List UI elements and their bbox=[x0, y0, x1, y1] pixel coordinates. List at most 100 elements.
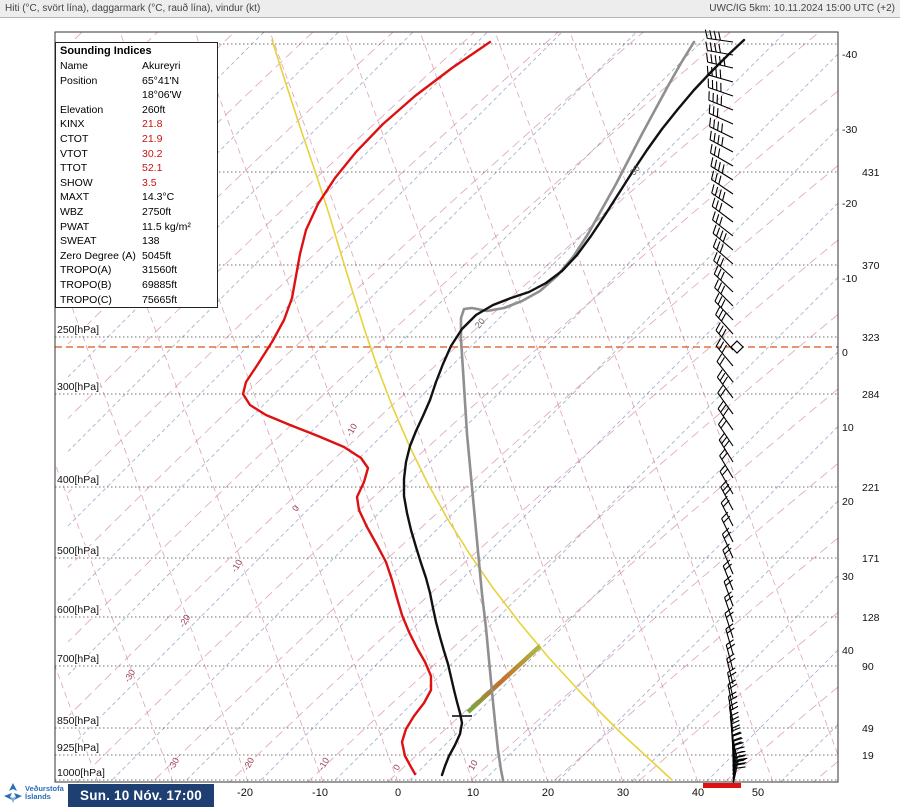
grid-adiabat-pink bbox=[67, 32, 559, 494]
wind-barb-feather bbox=[709, 144, 713, 154]
wind-barb-feather bbox=[715, 200, 719, 210]
bottom-axis-temp-label: 20 bbox=[542, 787, 554, 799]
wind-barb-feather bbox=[721, 452, 728, 460]
index-row: TTOT 52.1 bbox=[56, 161, 217, 176]
right-axis-height-label: 19 bbox=[862, 750, 874, 762]
wind-barb-feather bbox=[712, 238, 718, 248]
wind-barb-feather bbox=[727, 667, 736, 674]
surface-wind-bar bbox=[703, 783, 741, 788]
wind-barb-feather bbox=[718, 309, 724, 319]
selected-date-button[interactable]: Sun. 10 Nóv. 17:00 bbox=[68, 784, 214, 807]
grid-adiabat-pink bbox=[67, 32, 644, 568]
wind-barb-feather bbox=[717, 401, 724, 410]
wind-barb-feather bbox=[730, 711, 739, 717]
wind-barb-feather bbox=[714, 159, 718, 169]
wind-barb-feather bbox=[729, 701, 738, 707]
wind-barb-feather bbox=[721, 164, 725, 174]
wind-barb-feather bbox=[737, 754, 747, 757]
wind-barb-feather bbox=[732, 736, 742, 741]
wind-barb-feather bbox=[712, 224, 717, 234]
bottom-axis-temp-label: 0 bbox=[395, 787, 401, 799]
wind-barb-feather bbox=[717, 282, 723, 291]
index-label: Name bbox=[60, 60, 89, 72]
gradient-segment bbox=[466, 644, 542, 714]
wind-barb-feather bbox=[722, 499, 730, 508]
wind-barb-feather bbox=[719, 257, 725, 267]
wind-barb-feather bbox=[711, 67, 713, 77]
right-axis-height-label: 431 bbox=[862, 167, 880, 179]
index-value: 3.5 bbox=[142, 176, 157, 189]
wind-barb-feather bbox=[716, 255, 721, 264]
wind-barb-feather bbox=[725, 595, 734, 603]
wind-barb-feather bbox=[722, 191, 726, 201]
grid-diagonal-blue bbox=[332, 277, 838, 782]
wind-barb-feather bbox=[724, 487, 732, 496]
wind-barb-feather bbox=[713, 265, 719, 275]
vedurstofa-logo[interactable]: Veðurstofa Íslands bbox=[3, 782, 64, 804]
grid-diagonal-blue bbox=[556, 500, 838, 782]
index-label: TROPO(A) bbox=[60, 264, 112, 277]
index-value: 21.9 bbox=[142, 132, 163, 145]
grid-isotherm-pink bbox=[569, 32, 838, 757]
wind-barb-feather bbox=[722, 483, 730, 492]
grid-isotherm-pink bbox=[0, 32, 23, 782]
grid-isotherm-pink bbox=[269, 32, 549, 782]
wind-barb-feather bbox=[711, 197, 716, 207]
wind-barb-feather bbox=[719, 448, 726, 457]
bottom-axis-temp-label: 40 bbox=[692, 787, 704, 799]
wind-barb-feather bbox=[723, 575, 732, 582]
index-row: Zero Degree (A) 5045ft bbox=[56, 249, 217, 264]
grid-inline-label: 0 bbox=[290, 504, 301, 513]
right-axis-height-label: 284 bbox=[862, 389, 880, 401]
grid-inline-label: 30 bbox=[628, 163, 642, 177]
wind-barb-feather bbox=[720, 404, 727, 413]
wind-barb-feather bbox=[723, 440, 730, 448]
wind-barb-feather bbox=[728, 691, 737, 697]
wind-barb-feather bbox=[732, 732, 742, 737]
wind-barb-feather bbox=[714, 186, 719, 196]
bottom-axis-temp-label: 30 bbox=[617, 787, 629, 799]
wind-barb-feather bbox=[729, 705, 739, 712]
index-row: WBZ 2750ft bbox=[56, 205, 217, 220]
wind-barb-feather bbox=[725, 639, 734, 646]
wind-barb-feather bbox=[720, 495, 728, 504]
pressure-axis-label: 400[hPa] bbox=[57, 474, 99, 486]
pressure-axis-label: 250[hPa] bbox=[57, 324, 99, 336]
wind-barb-feather bbox=[713, 132, 716, 142]
wind-barb-feather bbox=[715, 68, 718, 78]
grid-adiabat-pink bbox=[636, 612, 838, 782]
wind-barb-feather bbox=[709, 42, 713, 52]
wind-barb-feather bbox=[721, 344, 727, 354]
right-axis-temp-label: 10 bbox=[842, 422, 854, 434]
wind-barb-feather bbox=[725, 579, 733, 587]
index-value: 21.8 bbox=[142, 118, 163, 131]
wind-barb-feather bbox=[722, 559, 731, 567]
index-label: SWEAT bbox=[60, 235, 97, 248]
index-row: Name Akureyri bbox=[56, 59, 217, 74]
index-row: Position 65°41'N 18°06'W bbox=[56, 74, 217, 103]
index-row: CTOT 21.9 bbox=[56, 132, 217, 147]
wind-barb-feather bbox=[713, 119, 716, 129]
wind-barb-feather bbox=[727, 643, 736, 650]
wind-barb-feather bbox=[720, 299, 726, 308]
index-row: TROPO(B) 69885ft bbox=[56, 278, 217, 293]
vedurstofa-logo-text: Veðurstofa Íslands bbox=[25, 784, 64, 801]
wind-barb-feather bbox=[717, 121, 720, 131]
right-axis-temp-label: 20 bbox=[842, 496, 854, 508]
grid-isotherm-pink bbox=[119, 32, 399, 782]
wind-barb-feather bbox=[720, 271, 725, 281]
wind-barb-feather bbox=[721, 328, 727, 338]
wind-barb-feather bbox=[723, 57, 726, 67]
pressure-axis-label: 300[hPa] bbox=[57, 381, 99, 393]
wind-barb-feather bbox=[723, 531, 732, 539]
wind-barb-feather bbox=[719, 357, 725, 366]
wind-barb-feather bbox=[730, 719, 740, 725]
wind-barb-feather bbox=[721, 313, 727, 322]
grid-adiabat-pink bbox=[307, 314, 838, 782]
wind-barb-feather bbox=[713, 146, 717, 156]
wind-barb-feather bbox=[715, 213, 720, 223]
grid-isotherm-pink bbox=[55, 260, 249, 782]
grid-adiabat-pink bbox=[67, 32, 731, 643]
header-legend-text: Hiti (°C, svört lína), daggarmark (°C, r… bbox=[5, 3, 261, 14]
wind-barb-feather bbox=[723, 515, 731, 523]
